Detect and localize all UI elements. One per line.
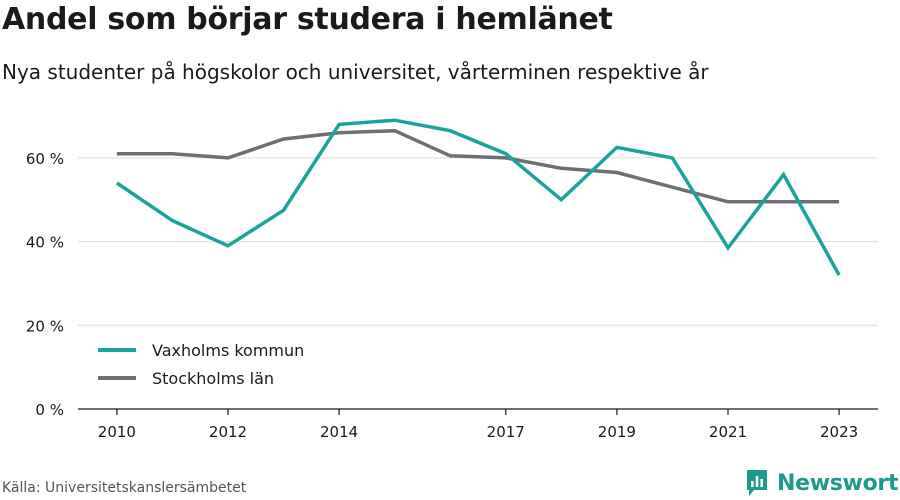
y-tick-label: 0 % <box>35 401 64 419</box>
bar-chart-logo-icon <box>747 470 767 496</box>
legend-label: Vaxholms kommun <box>152 341 304 360</box>
y-tick-label: 20 % <box>26 317 64 335</box>
x-tick-label: 2012 <box>209 423 247 441</box>
x-tick-label: 2021 <box>709 423 747 441</box>
x-tick-label: 2014 <box>320 423 358 441</box>
brand-name: Newsworthy <box>777 470 900 496</box>
y-tick-label: 40 % <box>26 234 64 252</box>
legend-background <box>88 326 332 392</box>
x-tick-label: 2023 <box>820 423 858 441</box>
y-tick-label: 60 % <box>26 150 64 168</box>
series-line-vaxholm <box>115 118 841 276</box>
legend-label: Stockholms län <box>152 369 274 388</box>
brand-logo: Newsworthy <box>745 468 900 498</box>
x-tick-label: 2019 <box>598 423 636 441</box>
x-tick-label: 2010 <box>98 423 136 441</box>
x-tick-label: 2017 <box>487 423 525 441</box>
source-note: Källa: Universitetskanslersämbetet <box>2 480 247 496</box>
line-chart: 0 % 20 % 40 % 60 % 2010 2012 2014 2017 2019 2021 2… <box>26 118 878 441</box>
chart-title: Andel som börjar studera i hemlänet <box>2 2 613 37</box>
series-line-stockholm <box>116 128 840 204</box>
chart-subtitle: Nya studenter på högskolor och universit… <box>2 60 709 84</box>
